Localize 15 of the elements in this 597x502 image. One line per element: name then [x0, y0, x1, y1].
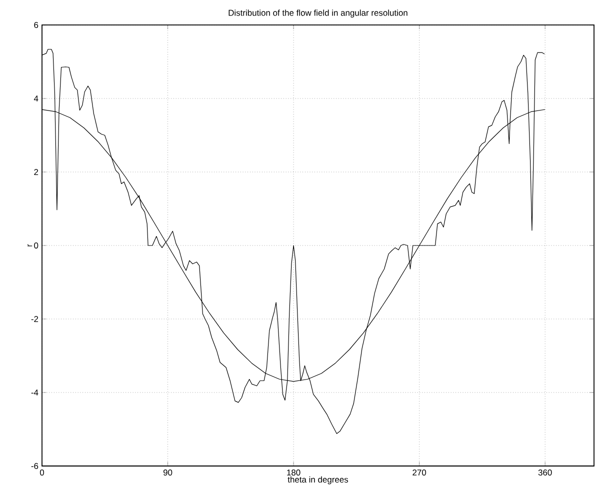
y-tick-label: 6	[34, 22, 38, 28]
chart-title: Distribution of the flow field in angular resolution	[228, 10, 408, 18]
y-tick-label: -6	[31, 463, 38, 469]
x-tick-label: 90	[163, 470, 172, 476]
x-tick-label: 180	[287, 470, 300, 476]
x-axis-title: theta in degrees	[288, 476, 348, 484]
x-tick-label: 360	[538, 470, 552, 476]
x-tick-label: 270	[412, 470, 426, 476]
y-tick-label: 0	[34, 242, 38, 248]
y-tick-label: -2	[31, 316, 38, 322]
x-tick-label: 0	[40, 470, 44, 476]
y-tick-label: -4	[31, 390, 38, 396]
y-tick-label: 2	[34, 169, 38, 175]
y-tick-label: 4	[34, 96, 38, 102]
y-axis-title: r	[28, 244, 32, 246]
